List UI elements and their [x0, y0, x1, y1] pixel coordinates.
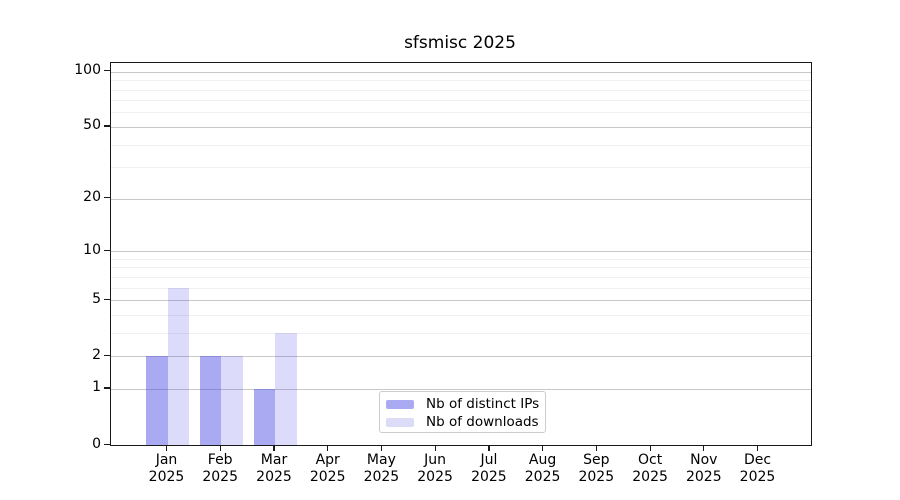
- x-tick-label: Apr 2025: [309, 452, 346, 485]
- minor-gridline: [111, 267, 811, 269]
- x-tick-label: Nov 2025: [685, 452, 722, 485]
- major-gridline: [111, 251, 811, 252]
- y-tick-label: 0: [92, 435, 101, 452]
- y-tick: [104, 197, 110, 199]
- x-tick: [219, 445, 221, 451]
- y-tick: [104, 70, 110, 72]
- bar: [199, 356, 222, 445]
- bar: [221, 356, 243, 445]
- major-gridline: [111, 198, 811, 200]
- y-tick: [104, 387, 110, 389]
- legend-item-downloads: Nb of downloads: [380, 413, 545, 431]
- y-tick: [104, 298, 110, 300]
- x-tick: [703, 445, 705, 451]
- x-tick-label: Mar 2025: [256, 452, 292, 485]
- x-tick: [380, 445, 383, 451]
- chart-title: sfsmisc 2025: [404, 33, 516, 53]
- minor-gridline: [111, 167, 811, 169]
- y-tick-label: 20: [83, 189, 101, 206]
- major-gridline: [111, 126, 811, 128]
- y-tick: [104, 249, 110, 251]
- legend-item-distinct-ips: Nb of distinct IPs: [380, 395, 545, 413]
- minor-gridline: [111, 332, 811, 334]
- x-tick: [327, 445, 329, 451]
- x-tick: [595, 445, 597, 451]
- major-gridline: [111, 300, 811, 301]
- minor-gridline: [111, 258, 811, 260]
- legend-swatch-distinct-ips-icon: [386, 399, 414, 409]
- x-tick-label: Dec 2025: [739, 452, 776, 485]
- minor-gridline: [111, 89, 811, 91]
- x-tick: [434, 445, 436, 451]
- x-tick-label: Oct 2025: [632, 452, 668, 485]
- y-tick-label: 50: [83, 117, 101, 134]
- x-tick-label: Jul 2025: [471, 452, 507, 485]
- x-tick-label: May 2025: [363, 452, 400, 485]
- x-tick: [649, 445, 651, 451]
- minor-gridline: [111, 287, 811, 289]
- bar: [146, 356, 168, 445]
- major-gridline: [111, 356, 811, 358]
- y-tick-label: 2: [92, 346, 101, 363]
- minor-gridline: [111, 100, 811, 102]
- y-tick-label: 1: [92, 379, 101, 396]
- x-tick: [165, 445, 168, 451]
- bar: [253, 388, 275, 445]
- x-tick-label: Sep 2025: [578, 452, 615, 485]
- y-tick: [104, 443, 110, 445]
- minor-gridline: [111, 314, 811, 316]
- minor-gridline: [111, 80, 811, 82]
- legend-label-downloads: Nb of downloads: [426, 414, 539, 430]
- y-tick-label: 100: [74, 62, 101, 79]
- major-gridline: [111, 71, 811, 73]
- legend-label-distinct-ips: Nb of distinct IPs: [426, 396, 540, 412]
- x-tick-label: Jun 2025: [417, 452, 453, 485]
- x-tick-label: Aug 2025: [524, 452, 561, 485]
- minor-gridline: [111, 276, 811, 278]
- plot-area: [110, 62, 812, 446]
- y-tick: [104, 125, 110, 127]
- y-tick-label: 5: [92, 290, 101, 307]
- x-tick: [756, 445, 759, 451]
- legend-swatch-downloads-icon: [386, 417, 414, 427]
- major-gridline: [111, 388, 811, 390]
- x-tick-label: Jan 2025: [148, 452, 185, 485]
- legend: Nb of distinct IPs Nb of downloads: [379, 391, 546, 433]
- x-tick: [488, 445, 490, 451]
- x-tick: [273, 445, 275, 451]
- y-tick: [104, 354, 110, 356]
- y-tick-label: 10: [83, 241, 101, 258]
- bar: [167, 287, 189, 445]
- minor-gridline: [111, 144, 811, 146]
- x-tick: [542, 445, 544, 451]
- bar: [275, 332, 297, 445]
- x-tick-label: Feb 2025: [202, 452, 238, 485]
- minor-gridline: [111, 112, 811, 114]
